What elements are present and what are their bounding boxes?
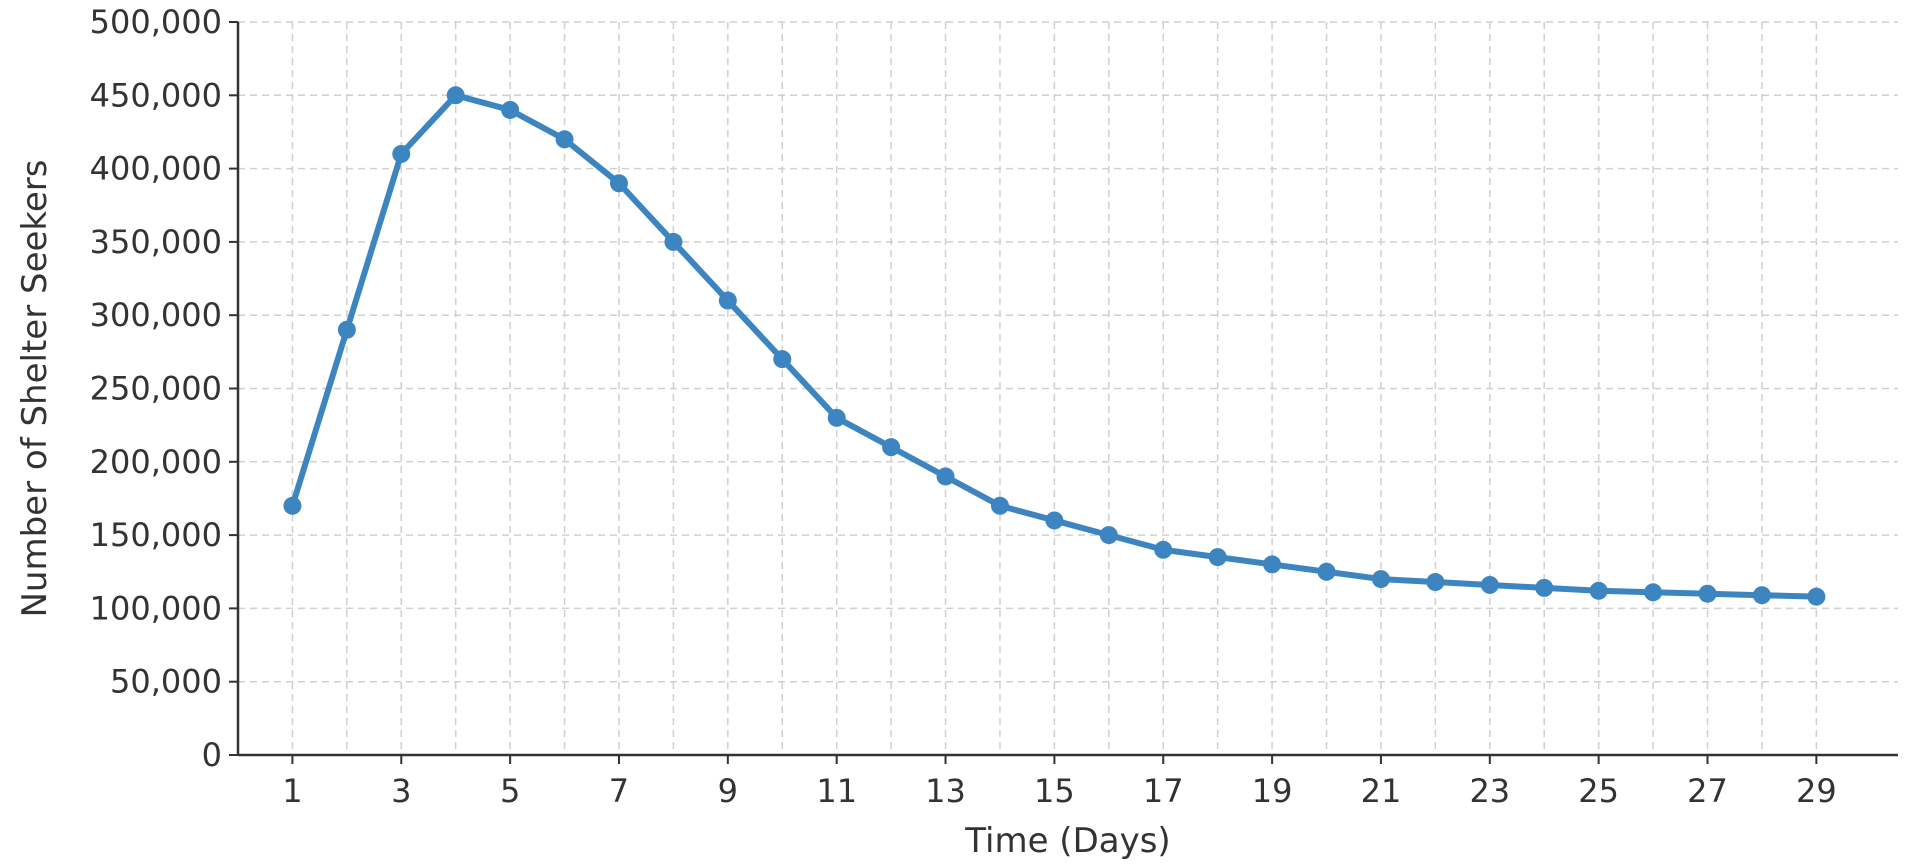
y-tick-label: 150,000	[90, 516, 222, 554]
y-tick-label: 350,000	[90, 223, 222, 261]
x-tick-label: 25	[1578, 772, 1619, 810]
data-point	[1752, 586, 1771, 605]
data-point	[936, 467, 955, 486]
series-layer	[283, 86, 1826, 606]
y-axis-title: Number of Shelter Seekers	[15, 159, 55, 617]
data-point	[1480, 575, 1499, 594]
data-point	[1589, 581, 1608, 600]
data-point	[1535, 578, 1554, 597]
x-tick-label: 21	[1361, 772, 1402, 810]
data-point	[990, 496, 1009, 515]
data-point	[609, 174, 628, 193]
x-tick-label: 29	[1796, 772, 1837, 810]
data-point	[773, 350, 792, 369]
y-tick-label: 50,000	[110, 663, 222, 701]
grid-layer	[238, 21, 1898, 755]
x-tick-label: 15	[1034, 772, 1075, 810]
x-tick-label: 11	[816, 772, 857, 810]
x-tick-label: 5	[500, 772, 520, 810]
data-point	[1263, 555, 1282, 574]
data-point	[882, 438, 901, 457]
data-point	[718, 291, 737, 310]
data-point	[1099, 526, 1118, 545]
data-point	[1698, 584, 1717, 603]
x-axis-title: Time (Days)	[964, 821, 1170, 861]
data-point	[1371, 570, 1390, 589]
y-tick-label: 450,000	[90, 76, 222, 114]
data-point	[1317, 562, 1336, 581]
data-point	[664, 232, 683, 251]
y-tick-label: 250,000	[90, 370, 222, 408]
data-point	[1807, 587, 1826, 606]
y-tick-label: 500,000	[90, 3, 222, 41]
data-point	[392, 144, 411, 163]
y-tick-label: 200,000	[90, 443, 222, 481]
data-point	[1426, 573, 1445, 592]
data-point	[283, 496, 302, 515]
data-point	[1154, 540, 1173, 559]
y-tick-label: 300,000	[90, 296, 222, 334]
y-tick-label: 0	[202, 736, 222, 774]
x-tick-label: 17	[1143, 772, 1184, 810]
data-point	[1208, 548, 1227, 567]
data-point	[827, 408, 846, 427]
x-tick-label: 9	[718, 772, 738, 810]
x-tick-label: 1	[282, 772, 302, 810]
data-point	[501, 100, 520, 119]
data-point	[555, 130, 574, 149]
x-tick-label: 13	[925, 772, 966, 810]
data-point	[1045, 511, 1064, 530]
y-tick-label: 400,000	[90, 150, 222, 188]
data-point	[1644, 583, 1663, 602]
y-tick-label: 100,000	[90, 589, 222, 627]
data-point	[337, 320, 356, 339]
axes-layer: 1 3 5 7 9 11 13 15 17 19 21 23 25 27 29050,000100,0001…	[90, 3, 1898, 810]
x-tick-label: 27	[1687, 772, 1728, 810]
x-tick-label: 7	[609, 772, 629, 810]
x-tick-label: 19	[1252, 772, 1293, 810]
data-point	[446, 86, 465, 105]
x-tick-label: 3	[391, 772, 411, 810]
x-tick-label: 23	[1469, 772, 1510, 810]
